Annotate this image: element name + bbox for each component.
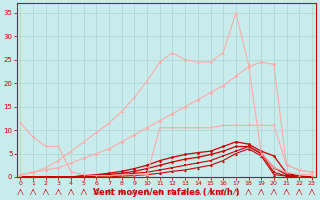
X-axis label: Vent moyen/en rafales ( km/h ): Vent moyen/en rafales ( km/h ) — [93, 188, 239, 197]
